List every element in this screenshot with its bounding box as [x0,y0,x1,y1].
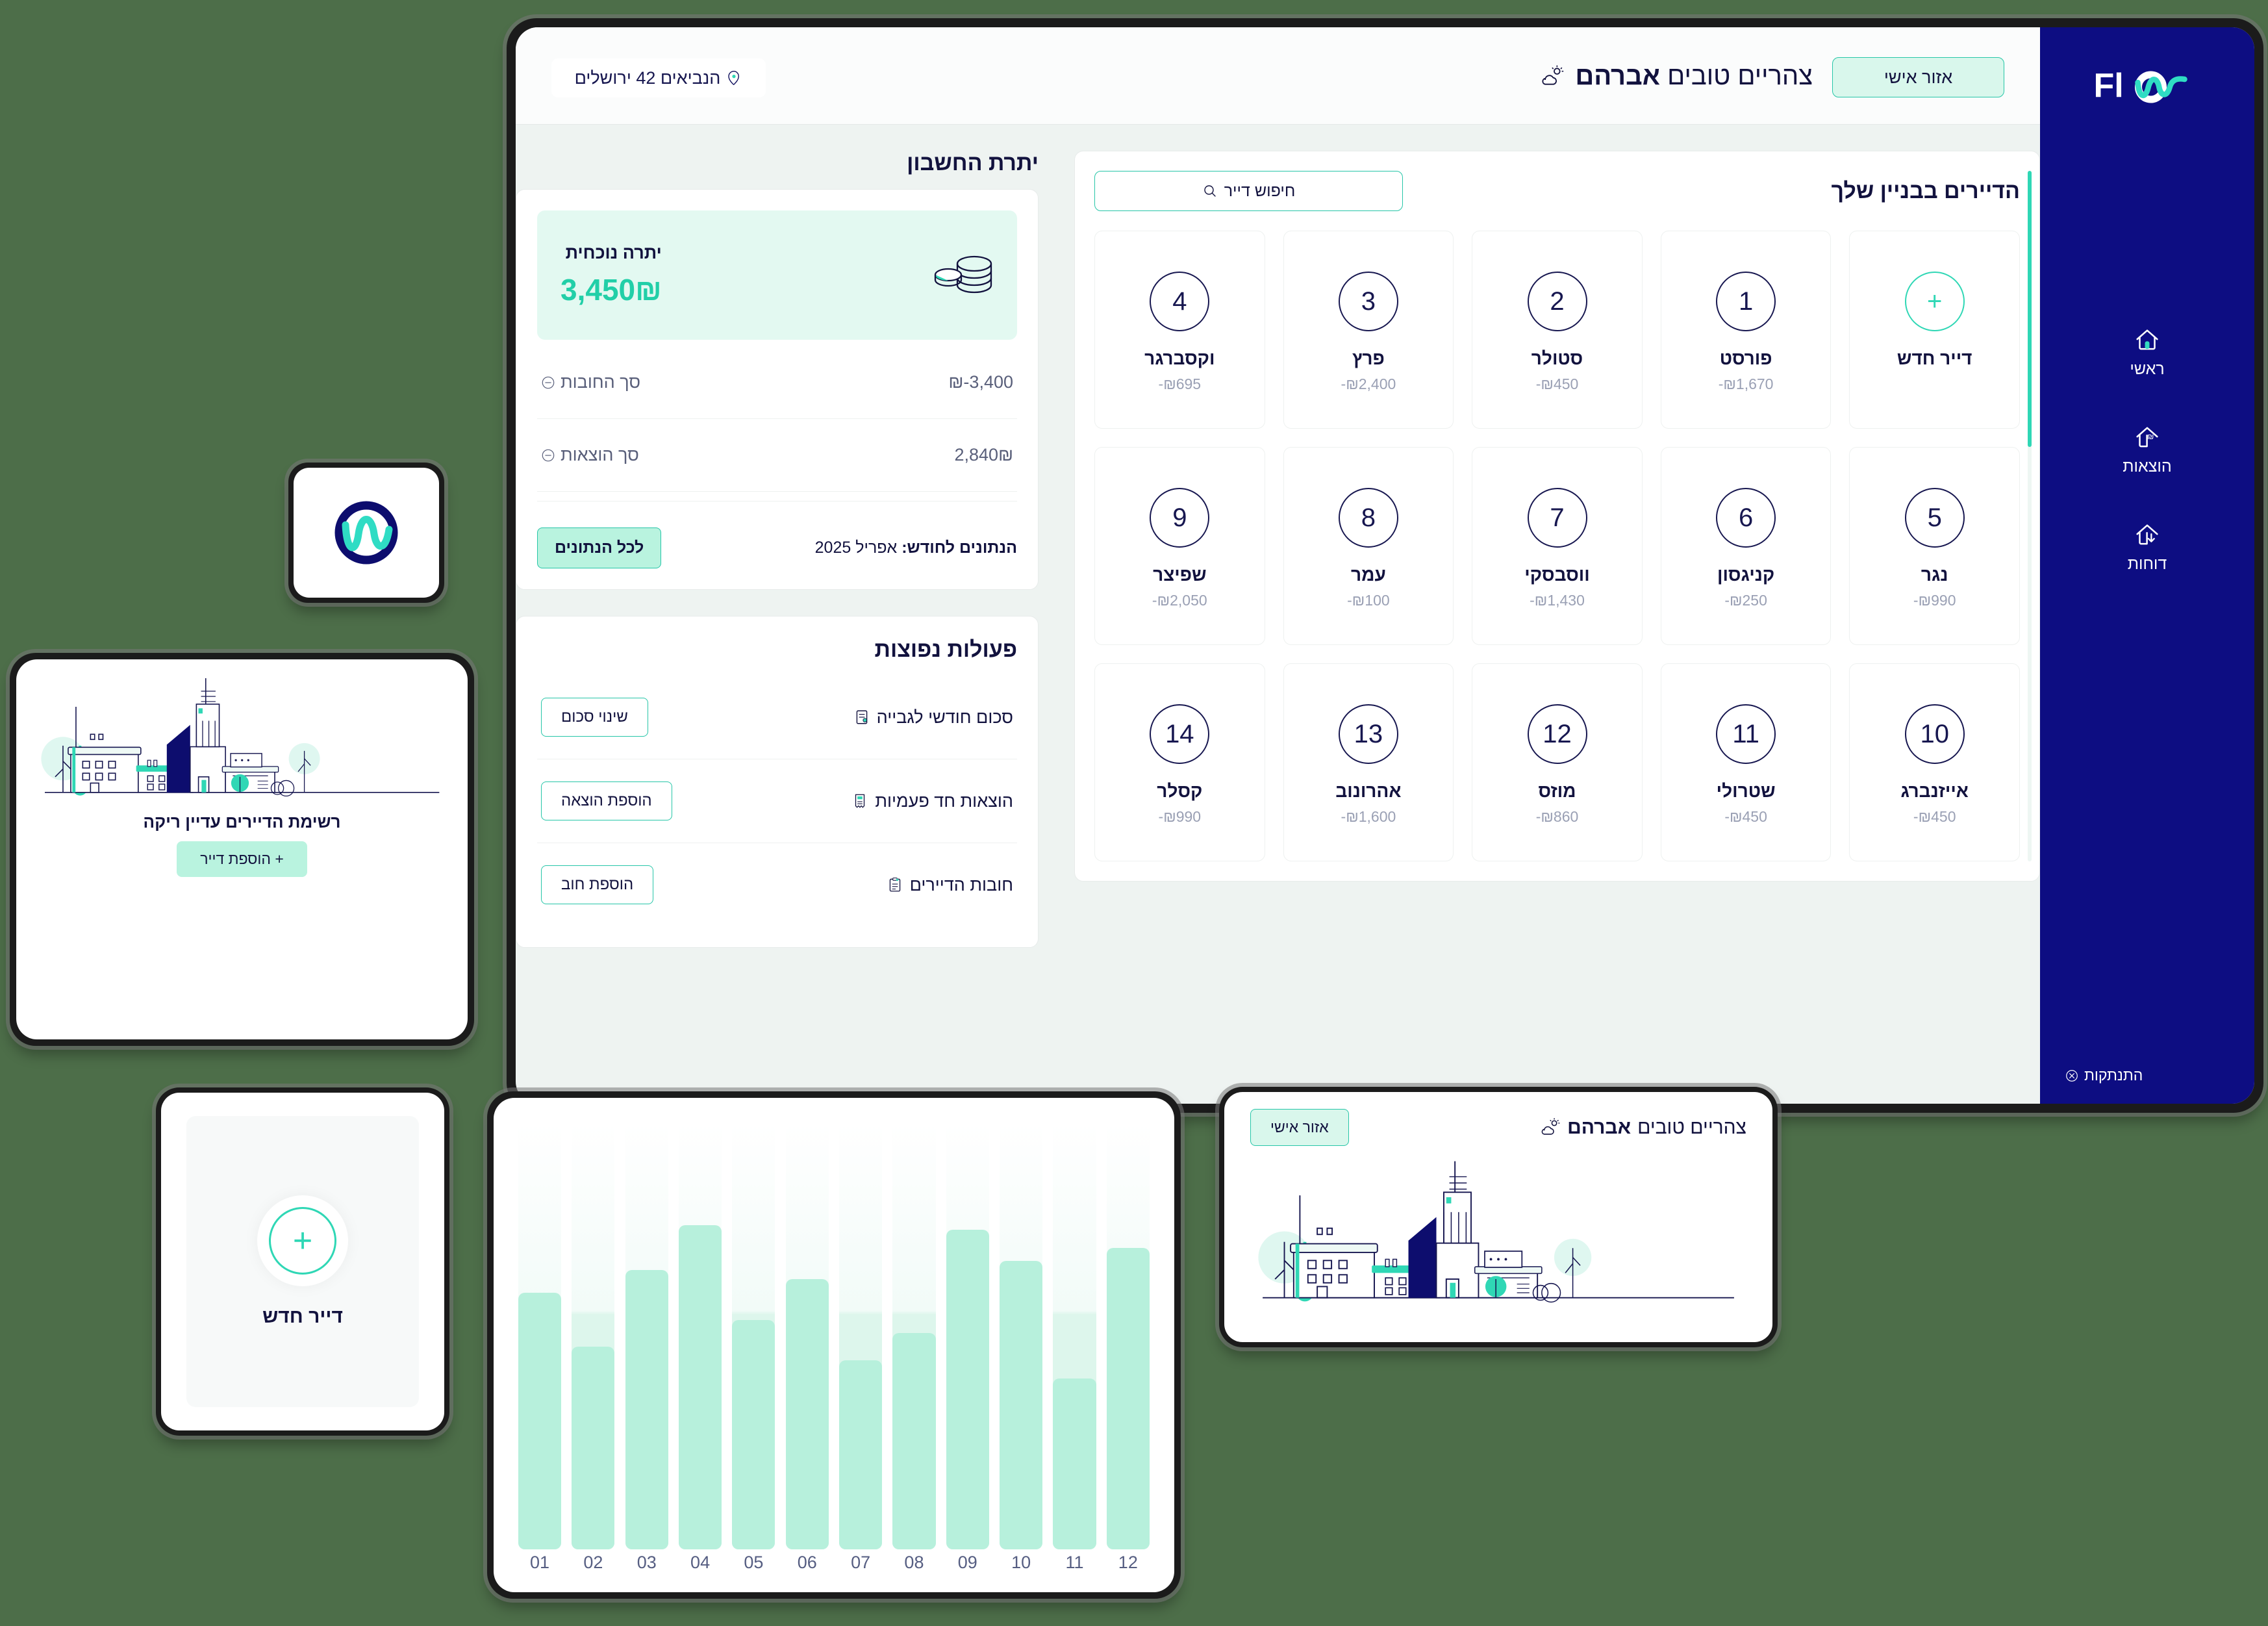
svg-text:Fl: Fl [2094,67,2124,105]
svg-text:₪: ₪ [2147,432,2154,441]
